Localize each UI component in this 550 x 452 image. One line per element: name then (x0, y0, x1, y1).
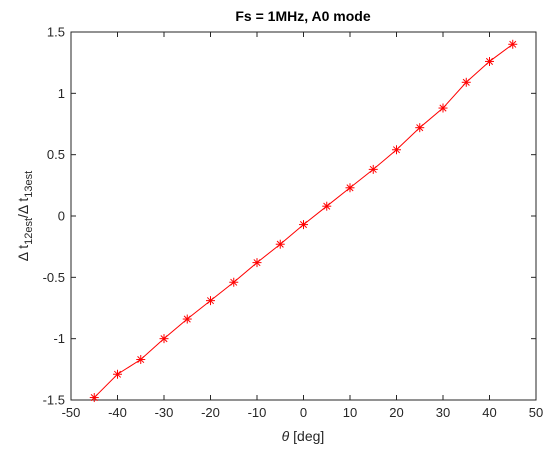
x-tick-label: -40 (108, 405, 127, 420)
plot-area (70, 31, 537, 401)
y-tick-label: -0.5 (43, 270, 65, 285)
data-point-marker (345, 183, 355, 193)
data-point-marker (508, 39, 518, 49)
data-point-marker (252, 258, 262, 268)
y-label-den-sub: 13est (23, 171, 35, 198)
data-point-marker (392, 145, 401, 155)
x-tick-label: 40 (482, 405, 496, 420)
x-tick-label: 50 (529, 405, 543, 420)
data-point-marker (485, 56, 494, 66)
data-point-marker (438, 103, 448, 113)
data-point-marker (229, 277, 239, 287)
x-tick-label: 10 (343, 405, 357, 420)
chart-title: Fs = 1MHz, A0 mode (235, 8, 370, 24)
data-point-marker (182, 314, 192, 324)
data-point-marker (136, 355, 146, 365)
x-tick-label: 30 (436, 405, 450, 420)
series-layer (89, 39, 518, 403)
y-tick-label: -1 (53, 331, 65, 346)
y-tick-label: 0.5 (47, 147, 65, 162)
x-tick-label: -30 (155, 405, 174, 420)
data-point-marker (206, 296, 215, 306)
x-tick-label: -10 (248, 405, 267, 420)
data-point-marker (113, 369, 122, 379)
x-tick-label: -50 (62, 405, 81, 420)
y-label-den-symbol: Δ t (15, 198, 31, 214)
data-point-marker (322, 201, 332, 211)
data-point-marker (159, 334, 169, 344)
y-tick-label: 0 (58, 209, 65, 224)
x-axis-label-unit: [deg] (293, 428, 324, 444)
data-point-marker (461, 77, 471, 87)
y-axis-label: Δ t12est/Δ t13est (15, 171, 35, 261)
data-point-marker (368, 164, 378, 174)
x-tick-label: 20 (389, 405, 403, 420)
x-axis-label-symbol: θ (282, 428, 290, 444)
x-tick-label: -20 (201, 405, 220, 420)
y-label-sep: / (15, 214, 31, 218)
x-tick-label: 0 (300, 405, 307, 420)
y-label-num-sub: 12est (23, 218, 35, 245)
data-point-marker (275, 239, 285, 249)
data-point-marker (415, 123, 425, 133)
y-axis: -1.5 -1 -0.5 0 0.5 1 1.5 (43, 25, 536, 408)
y-label-num-symbol: Δ t (15, 245, 31, 261)
data-point-marker (299, 220, 308, 230)
x-axis-label: θ [deg] (282, 428, 325, 444)
data-point-marker (89, 393, 99, 403)
x-axis: -50 -40 -30 -20 -10 0 10 20 30 40 50 (62, 32, 543, 420)
y-tick-label: 1.5 (47, 25, 65, 40)
y-tick-label: 1 (58, 86, 65, 101)
y-tick-label: -1.5 (43, 393, 65, 408)
